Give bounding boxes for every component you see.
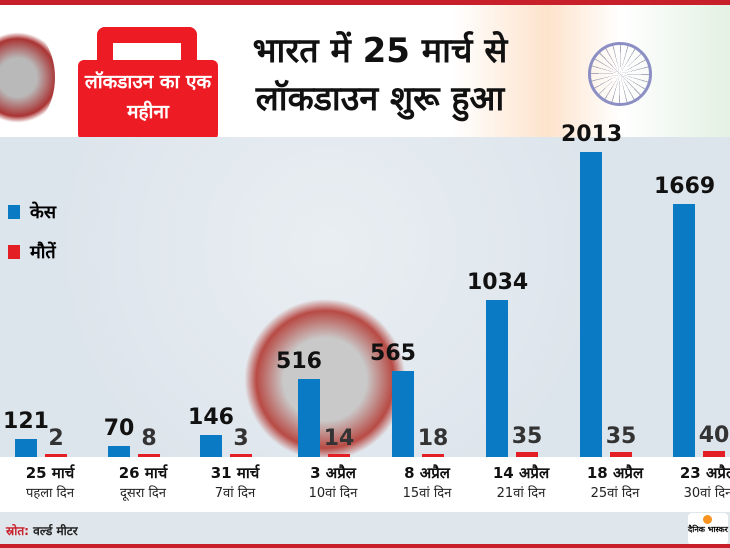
legend-label: केस (30, 202, 56, 223)
cases-value-label: 1034 (467, 270, 529, 296)
day-label: दूसरा दिन (120, 486, 166, 501)
category-label: 14 अप्रैल 21वां दिन (476, 457, 566, 501)
cases-bar (673, 204, 695, 457)
deaths-value-label: 40 (698, 422, 730, 448)
cases-value-label: 70 (103, 416, 135, 442)
deaths-bar (230, 454, 252, 457)
virus-image (0, 25, 55, 130)
date-label: 31 मार्च (210, 464, 260, 482)
dainik-bhaskar-logo: दैनिक भास्कर (688, 513, 728, 545)
source-label: स्रोत: (6, 524, 29, 538)
category-label: 26 मार्च दूसरा दिन (98, 457, 188, 501)
day-label: 25वां दिन (590, 486, 640, 501)
cases-bar (392, 371, 414, 457)
category-label: 31 मार्च 7वां दिन (190, 457, 280, 501)
category-label: 18 अप्रैल 25वां दिन (570, 457, 660, 501)
page-title: भारत में 25 मार्च से लॉकडाउन शुरू हुआ (230, 27, 530, 123)
category-label: 3 अप्रैल 10वां दिन (288, 457, 378, 501)
ashoka-chakra-icon (588, 42, 652, 106)
deaths-value-label: 35 (511, 423, 543, 449)
deaths-bar (703, 450, 725, 457)
legend-cases: केस (8, 200, 56, 224)
cases-value-label: 516 (276, 348, 322, 374)
title-line-2: लॉकडाउन शुरू हुआ (255, 79, 505, 119)
date-label: 3 अप्रैल (310, 464, 356, 482)
cases-value-label: 565 (370, 341, 416, 367)
day-label: 30वां दिन (683, 486, 730, 501)
deaths-bar (610, 451, 632, 457)
deaths-bar (138, 454, 160, 457)
deaths-value-label: 14 (323, 426, 355, 451)
deaths-bar (516, 451, 538, 457)
cases-value-label: 121 (3, 408, 49, 434)
deaths-value-label: 35 (605, 423, 637, 449)
deaths-value-label: 8 (141, 426, 157, 451)
date-label: 14 अप्रैल (492, 464, 550, 482)
source-note: स्रोत: वर्ल्ड मीटर (6, 522, 78, 539)
category-label: 25 मार्च पहला दिन (5, 457, 95, 501)
deaths-bar (45, 454, 67, 457)
title-line-1: भारत में 25 मार्च से (252, 31, 508, 71)
top-border (0, 0, 730, 5)
date-label: 23 अप्रैल (679, 464, 730, 482)
date-label: 18 अप्रैल (586, 464, 644, 482)
category-label: 23 अप्रैल 30वां दिन (663, 457, 730, 501)
category-label: 8 अप्रैल 15वां दिन (382, 457, 472, 501)
day-label: 15वां दिन (402, 486, 452, 501)
date-label: 26 मार्च (118, 464, 168, 482)
bottom-border (0, 544, 730, 548)
day-label: पहला दिन (25, 486, 75, 501)
chart-area (0, 137, 730, 462)
cases-value-label: 2013 (561, 122, 623, 147)
deaths-bar (328, 454, 350, 457)
badge-text: लॉकडाउन का एक महीना (84, 71, 212, 123)
x-axis-labels (0, 457, 730, 512)
deaths-value-label: 3 (233, 426, 249, 451)
cases-value-label: 1669 (654, 174, 716, 200)
date-label: 25 मार्च (25, 464, 75, 482)
deaths-bar (422, 454, 444, 457)
cases-bar (580, 152, 602, 457)
cases-bar (298, 378, 320, 457)
day-label: 21वां दिन (496, 486, 546, 501)
cases-bar (486, 300, 508, 457)
legend-swatch (8, 245, 20, 259)
cases-bar (108, 446, 130, 457)
day-label: 7वां दिन (214, 486, 256, 501)
virus-image (240, 297, 410, 462)
cases-bar (200, 434, 222, 457)
header: लॉकडाउन का एक महीना भारत में 25 मार्च से… (0, 5, 730, 140)
cases-value-label: 146 (188, 404, 234, 430)
cases-bar (15, 438, 37, 457)
legend-deaths: मौतें (8, 240, 56, 264)
source-text: वर्ल्ड मीटर (33, 524, 78, 538)
legend-swatch (8, 205, 20, 219)
date-label: 8 अप्रैल (404, 464, 450, 482)
legend-label: मौतें (30, 242, 56, 263)
lock-icon (78, 60, 218, 140)
deaths-value-label: 2 (48, 426, 64, 451)
day-label: 10वां दिन (308, 486, 358, 501)
deaths-value-label: 18 (417, 426, 449, 451)
